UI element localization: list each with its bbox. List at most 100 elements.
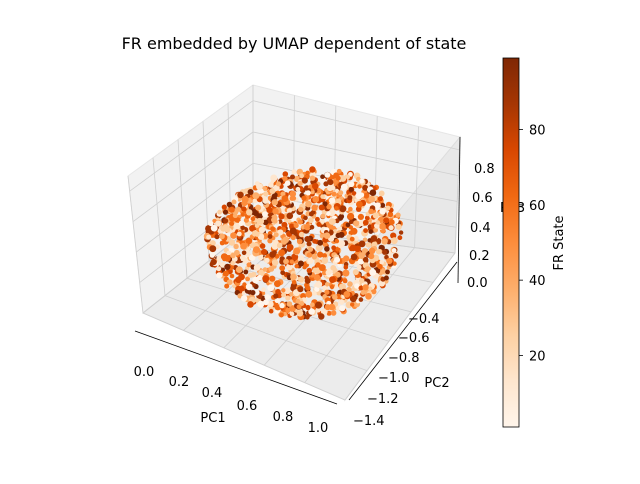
scatter-point	[395, 223, 402, 230]
scatter-point	[342, 269, 350, 277]
grid-line-5	[344, 252, 456, 401]
scatter-point	[295, 298, 301, 304]
scatter-point	[262, 275, 270, 283]
scatter-point	[281, 221, 288, 228]
scatter-point	[307, 217, 314, 224]
scatter-point	[312, 291, 317, 296]
scatter-point	[382, 249, 388, 255]
scatter-point	[322, 201, 328, 207]
scatter-point	[222, 209, 229, 215]
scatter-point	[286, 208, 292, 214]
scatter-point	[385, 205, 391, 211]
scatter-point	[216, 266, 222, 272]
scatter-point	[305, 290, 313, 298]
scatter-point	[299, 301, 305, 306]
scatter-point	[241, 195, 249, 203]
y-tick-3: −0.8	[388, 351, 420, 366]
scatter-point	[276, 242, 283, 249]
grid-line-7	[164, 295, 368, 371]
scatter-point	[289, 259, 294, 264]
scatter-point	[357, 213, 364, 220]
scatter-point	[235, 266, 243, 273]
scatter-point	[258, 254, 264, 261]
x-tick-0: 0.0	[134, 365, 155, 380]
scatter-point	[379, 208, 386, 215]
z-axis-line	[457, 136, 461, 284]
scatter-point	[279, 265, 286, 271]
scatter-point	[280, 270, 286, 276]
scatter-point	[372, 212, 379, 219]
scatter-point	[383, 275, 389, 281]
scatter-point	[309, 175, 316, 181]
scatter-point	[291, 253, 299, 261]
scatter-point	[226, 250, 232, 256]
scatter-point	[332, 294, 338, 300]
grid-line-20	[414, 126, 419, 248]
scatter-point	[369, 189, 377, 196]
scatter-point	[221, 204, 227, 210]
scatter-point	[297, 276, 305, 283]
scatter-point	[284, 287, 291, 295]
z-tick-4: 0.8	[474, 162, 495, 177]
scatter-point	[267, 234, 273, 239]
scatter-point	[232, 213, 238, 218]
scatter-point	[224, 283, 230, 289]
x-tick-5: 1.0	[308, 421, 329, 436]
y-tick-0: −1.4	[353, 414, 385, 429]
scatter-point	[282, 236, 290, 244]
scatter-point	[271, 259, 279, 266]
scatter-point	[329, 276, 336, 283]
scatter-point	[278, 249, 286, 257]
scatter-point	[269, 188, 276, 194]
scatter-point	[305, 315, 310, 320]
scatter-point	[228, 206, 235, 213]
scatter-point	[326, 204, 332, 210]
scatter-point	[329, 284, 335, 290]
scatter-point	[324, 289, 330, 295]
scatter-point	[306, 241, 312, 247]
scatter-point	[380, 202, 386, 208]
scatter-point	[311, 253, 318, 260]
scatter-point	[301, 195, 307, 201]
scatter-point	[362, 219, 369, 226]
scatter-point	[388, 225, 394, 231]
scatter-point	[261, 287, 266, 292]
scatter-point	[312, 182, 319, 190]
scatter-point	[238, 220, 244, 226]
scatter-point	[378, 190, 385, 197]
scatter-point	[209, 250, 216, 257]
scatter-point	[350, 227, 358, 235]
x-tick-3: 0.6	[237, 399, 258, 414]
scatter-point	[318, 204, 325, 211]
scatter-point	[320, 174, 325, 179]
chart-title: FR embedded by UMAP dependent of state	[122, 34, 467, 53]
scatter-point	[262, 233, 269, 239]
scatter-point	[351, 191, 357, 196]
scatter-point	[250, 216, 256, 222]
scatter-point	[330, 310, 337, 316]
scatter-point	[240, 295, 248, 302]
grid-line-6	[142, 312, 346, 401]
scatter-point	[289, 190, 297, 198]
scatter-point	[317, 251, 324, 258]
grid-line-33	[252, 100, 460, 151]
scatter-point	[378, 280, 386, 287]
scatter-point	[279, 312, 284, 318]
scatter-point	[310, 302, 315, 308]
scatter-point	[289, 311, 295, 317]
scatter-point	[315, 280, 323, 288]
scatter-point	[224, 263, 231, 270]
scatter-point	[362, 284, 369, 291]
scatter-point	[334, 256, 341, 263]
colorbar-tick-2: 60	[529, 199, 546, 214]
scatter-point	[259, 243, 266, 249]
scatter-point	[250, 290, 256, 296]
scatter-point	[328, 303, 336, 311]
scatter-point	[359, 278, 365, 284]
scatter-point	[230, 252, 236, 259]
scatter-point	[377, 263, 383, 270]
scatter-point	[388, 219, 395, 226]
scatter-point	[347, 195, 353, 201]
scatter-point	[297, 260, 304, 267]
scatter-point	[228, 239, 236, 246]
